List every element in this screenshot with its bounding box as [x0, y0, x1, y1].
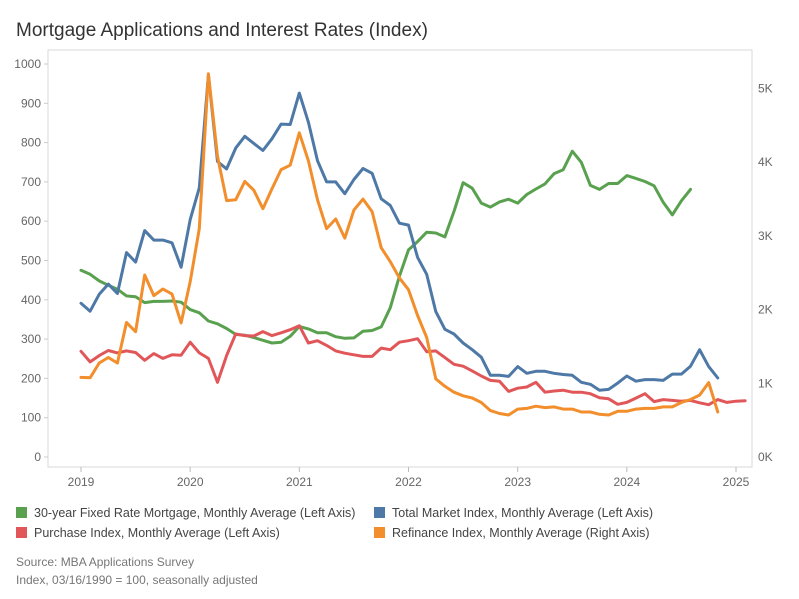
legend-label-refinance: Refinance Index, Monthly Average (Right …	[392, 526, 650, 540]
legend-swatch-purchase	[16, 527, 27, 538]
grid	[47, 49, 753, 468]
line-chart: 0 100 200 300 400 500 600 700 800 900 1000 0K 1K 2K 3…	[14, 49, 773, 489]
x-tick-label: 2023	[504, 475, 531, 489]
left-tick-label: 1000	[14, 57, 41, 71]
left-tick-label: 800	[21, 136, 41, 150]
series-line-1	[79, 73, 720, 392]
left-tick-label: 700	[21, 175, 41, 189]
right-axis-ticks: 0K 1K 2K 3K 4K 5K	[758, 82, 773, 464]
source-note: Source: MBA Applications Survey	[16, 555, 195, 569]
legend-swatch-fixed-rate	[16, 507, 27, 518]
series-line-3	[79, 72, 720, 417]
series-line-0	[79, 149, 692, 345]
legend-item-purchase: Purchase Index, Monthly Average (Left Ax…	[16, 526, 280, 540]
x-tick-label: 2022	[395, 475, 422, 489]
x-tick-label: 2020	[177, 475, 204, 489]
left-tick-label: 300	[21, 332, 41, 346]
series-line-2	[79, 324, 747, 407]
legend-label-total-market: Total Market Index, Monthly Average (Lef…	[392, 506, 654, 520]
left-tick-label: 400	[21, 293, 41, 307]
x-tick-label: 2025	[723, 475, 750, 489]
legend-item-refinance: Refinance Index, Monthly Average (Right …	[374, 526, 650, 540]
legend-swatch-total-market	[374, 507, 385, 518]
left-axis-ticks: 0 100 200 300 400 500 600 700 800 900 1000	[14, 57, 48, 464]
right-tick-label: 4K	[758, 155, 773, 169]
right-tick-label: 0K	[758, 450, 773, 464]
x-tick-label: 2024	[613, 475, 640, 489]
left-tick-label: 500	[21, 254, 41, 268]
legend-swatch-refinance	[374, 527, 385, 538]
left-tick-label: 0	[34, 450, 41, 464]
plot-border	[47, 49, 753, 468]
left-tick-label: 900	[21, 96, 41, 110]
left-tick-label: 600	[21, 214, 41, 228]
series-lines	[79, 72, 747, 417]
chart-title: Mortgage Applications and Interest Rates…	[16, 20, 428, 41]
right-tick-label: 5K	[758, 82, 773, 96]
legend-item-total-market: Total Market Index, Monthly Average (Lef…	[374, 506, 653, 520]
x-tick-label: 2019	[68, 475, 95, 489]
index-note: Index, 03/16/1990 = 100, seasonally adju…	[16, 573, 258, 587]
x-tick-label: 2021	[286, 475, 313, 489]
left-tick-label: 100	[21, 411, 41, 425]
left-tick-label: 200	[21, 371, 41, 385]
legend-label-fixed-rate: 30-year Fixed Rate Mortgage, Monthly Ave…	[34, 506, 356, 520]
legend-label-purchase: Purchase Index, Monthly Average (Left Ax…	[34, 526, 280, 540]
x-axis-ticks: 2019 2020 2021 2022 2023 2024 2025	[68, 467, 750, 489]
right-tick-label: 1K	[758, 376, 773, 390]
right-tick-label: 3K	[758, 229, 773, 243]
legend-item-fixed-rate: 30-year Fixed Rate Mortgage, Monthly Ave…	[16, 506, 355, 520]
right-tick-label: 2K	[758, 303, 773, 317]
